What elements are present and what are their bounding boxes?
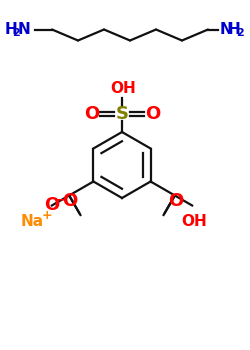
Text: O: O (84, 105, 99, 123)
Text: +: + (42, 209, 52, 222)
Text: H: H (228, 22, 241, 37)
Text: 2: 2 (12, 28, 20, 37)
Text: O: O (168, 192, 183, 210)
Text: OH: OH (181, 214, 207, 229)
Text: O: O (62, 192, 77, 210)
Text: N: N (220, 22, 233, 37)
Text: O: O (145, 105, 160, 123)
Text: H: H (5, 22, 18, 37)
Text: O: O (44, 196, 60, 215)
Text: Na: Na (20, 214, 44, 229)
Text: S: S (116, 105, 128, 123)
Text: −: − (56, 194, 66, 207)
Text: 2: 2 (236, 28, 244, 37)
Text: OH: OH (110, 81, 136, 96)
Text: N: N (18, 22, 31, 37)
